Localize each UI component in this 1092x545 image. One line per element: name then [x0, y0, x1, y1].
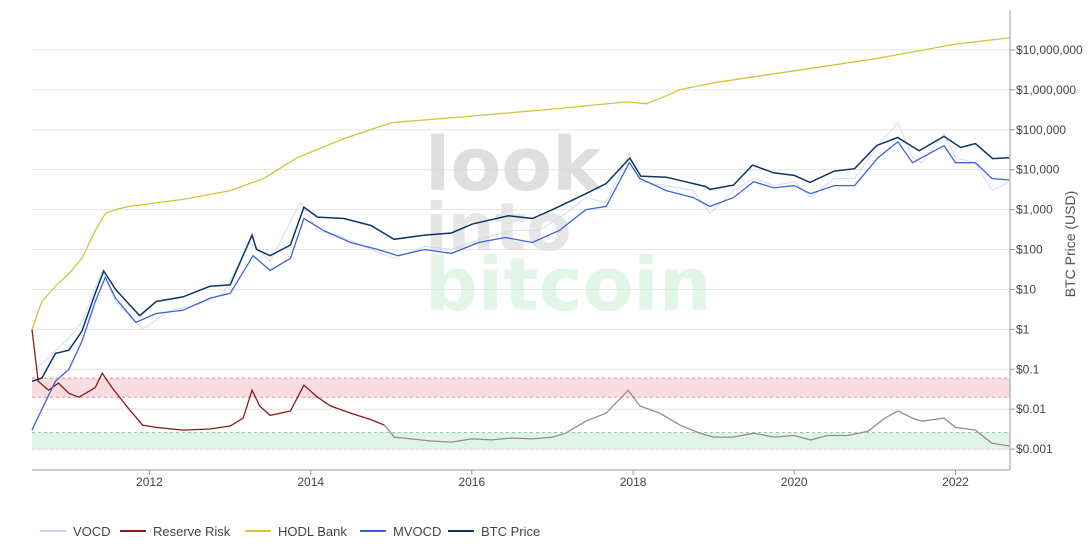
y-axis-ticks: $0.001 $0.01 $0.1 $1 $10 $100 $1,000 $10,000 $10…	[1010, 43, 1083, 456]
y-tick-label-7: $10,000	[1016, 163, 1060, 177]
series-line-btc-price	[31, 135, 1010, 383]
x-tick-label-3: 2018	[620, 475, 647, 489]
series-line-mvocd	[31, 140, 1010, 431]
y-tick-label-4: $10	[1016, 282, 1036, 296]
series-lines	[31, 37, 1010, 447]
y-tick-label-1: $0.01	[1016, 402, 1046, 416]
x-tick-label-1: 2014	[297, 475, 324, 489]
legend-label-vocd: VOCD	[73, 524, 111, 539]
x-axis-ticks: 2012 2014 2016 2018 2020 2022	[136, 470, 969, 489]
y-tick-label-8: $100,000	[1016, 123, 1066, 137]
legend-label-reserve-risk: Reserve Risk	[153, 524, 231, 539]
legend-label-btc-price: BTC Price	[481, 524, 540, 539]
y-tick-label-0: $0.001	[1016, 442, 1053, 456]
series-line-vocd	[34, 121, 1010, 370]
series-line-hodl-bank	[31, 37, 1010, 330]
x-tick-label-0: 2012	[136, 475, 163, 489]
x-tick-label-4: 2020	[781, 475, 808, 489]
y-tick-label-9: $1,000,000	[1016, 83, 1076, 97]
risk-band-0	[32, 378, 1010, 398]
y-tick-label-5: $100	[1016, 243, 1043, 257]
y-tick-label-10: $10,000,000	[1016, 43, 1083, 57]
axes	[32, 10, 1011, 471]
legend-label-mvocd: MVOCD	[393, 524, 441, 539]
legend: VOCD Reserve Risk HODL Bank MVOCD BTC Price	[40, 524, 540, 539]
y-tick-label-2: $0.1	[1016, 362, 1040, 376]
watermark: look into bitcoin	[425, 122, 711, 328]
x-tick-label-2: 2016	[458, 475, 485, 489]
watermark-bitcoin: bitcoin	[425, 242, 711, 328]
risk-band-1	[32, 432, 1010, 450]
series-line-reserve-risk-late	[383, 389, 1010, 447]
y-axis-title: BTC Price (USD)	[1062, 191, 1078, 298]
y-tick-label-3: $1	[1016, 322, 1030, 336]
x-tick-label-5: 2022	[942, 475, 969, 489]
series-line-reserve-risk-early	[31, 329, 385, 431]
y-tick-label-6: $1,000	[1016, 203, 1053, 217]
legend-label-hodl-bank: HODL Bank	[278, 524, 347, 539]
watermark-look: look	[425, 122, 603, 208]
